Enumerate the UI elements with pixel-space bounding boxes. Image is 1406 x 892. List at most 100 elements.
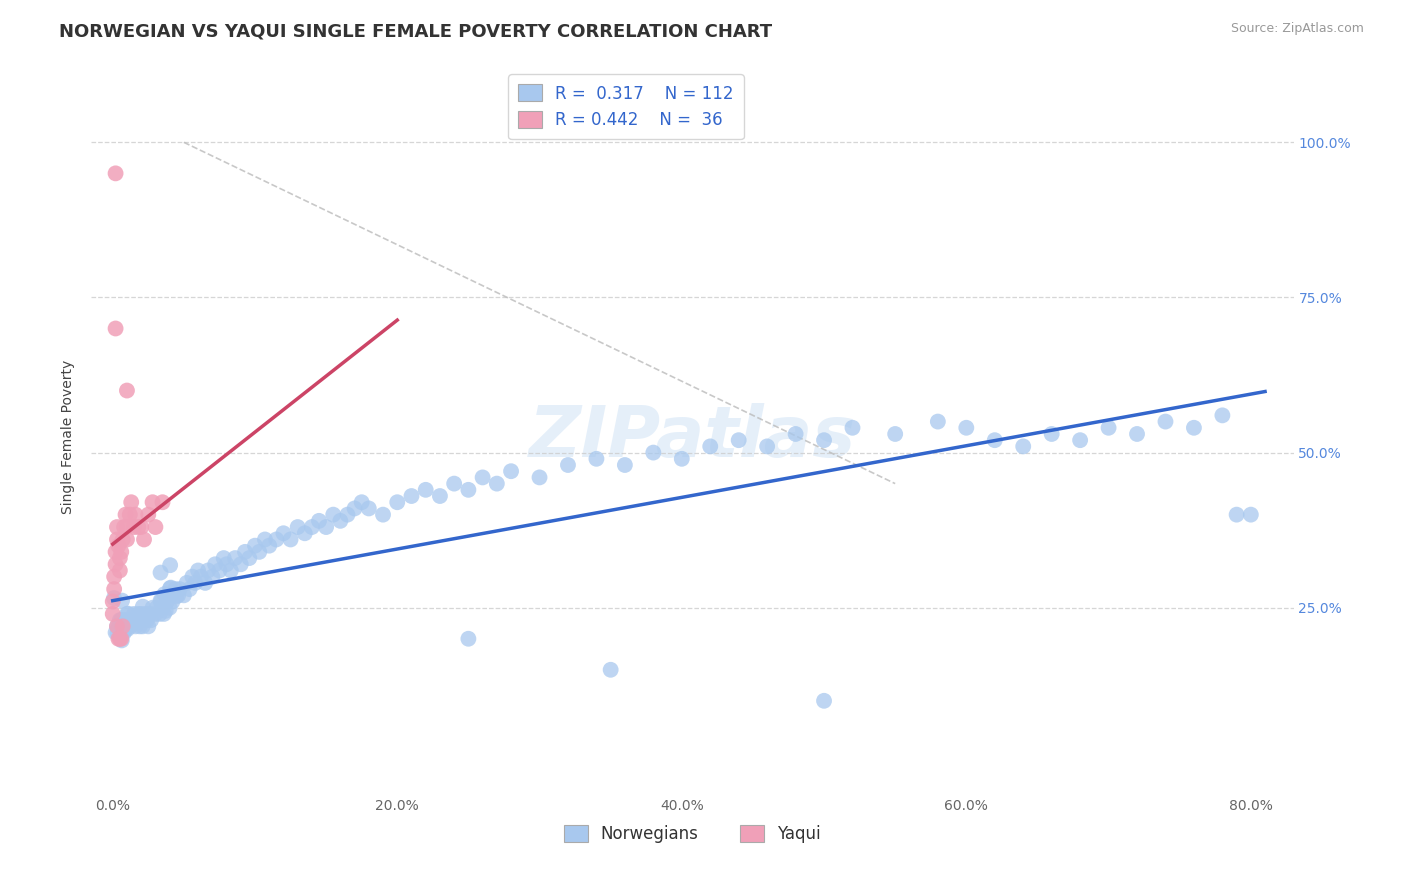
- Point: [671, 451, 693, 466]
- Point: [111, 533, 134, 547]
- Point: [190, 570, 212, 584]
- Point: [841, 421, 863, 435]
- Point: [169, 582, 191, 596]
- Point: [150, 594, 173, 608]
- Point: [108, 620, 131, 634]
- Point: [212, 551, 235, 566]
- Point: [149, 566, 172, 580]
- Point: [129, 607, 152, 621]
- Point: [107, 632, 129, 646]
- Point: [184, 575, 207, 590]
- Point: [529, 470, 551, 484]
- Point: [152, 600, 174, 615]
- Point: [127, 520, 149, 534]
- Point: [162, 594, 184, 608]
- Point: [336, 508, 359, 522]
- Point: [322, 508, 344, 522]
- Point: [253, 533, 276, 547]
- Point: [115, 613, 138, 627]
- Point: [613, 458, 636, 472]
- Point: [105, 619, 128, 633]
- Point: [101, 594, 124, 608]
- Point: [557, 458, 579, 472]
- Point: [149, 593, 172, 607]
- Point: [108, 551, 131, 566]
- Point: [101, 607, 124, 621]
- Point: [103, 570, 125, 584]
- Point: [152, 495, 174, 509]
- Point: [153, 607, 176, 621]
- Point: [1182, 421, 1205, 435]
- Point: [120, 495, 142, 509]
- Point: [122, 607, 145, 621]
- Point: [1012, 439, 1035, 453]
- Point: [429, 489, 451, 503]
- Point: [443, 476, 465, 491]
- Point: [129, 613, 152, 627]
- Point: [599, 663, 621, 677]
- Point: [111, 619, 134, 633]
- Point: [1097, 421, 1119, 435]
- Point: [105, 533, 128, 547]
- Point: [156, 594, 179, 608]
- Point: [142, 495, 165, 509]
- Point: [104, 321, 127, 335]
- Point: [315, 520, 337, 534]
- Point: [215, 558, 238, 572]
- Point: [301, 520, 323, 534]
- Point: [114, 508, 136, 522]
- Point: [117, 616, 139, 631]
- Point: [485, 476, 508, 491]
- Point: [107, 626, 129, 640]
- Point: [243, 539, 266, 553]
- Point: [415, 483, 437, 497]
- Point: [785, 427, 807, 442]
- Point: [280, 533, 302, 547]
- Point: [387, 495, 409, 509]
- Text: ZIPatlas: ZIPatlas: [529, 402, 856, 472]
- Point: [145, 520, 167, 534]
- Point: [104, 558, 127, 572]
- Point: [155, 604, 177, 618]
- Point: [257, 539, 280, 553]
- Text: NORWEGIAN VS YAQUI SINGLE FEMALE POVERTY CORRELATION CHART: NORWEGIAN VS YAQUI SINGLE FEMALE POVERTY…: [59, 22, 772, 40]
- Point: [401, 489, 423, 503]
- Point: [136, 508, 159, 522]
- Point: [204, 558, 226, 572]
- Point: [139, 613, 162, 627]
- Point: [471, 470, 494, 484]
- Point: [1226, 508, 1249, 522]
- Point: [129, 520, 152, 534]
- Point: [1040, 427, 1063, 442]
- Point: [128, 619, 150, 633]
- Point: [699, 439, 721, 453]
- Point: [146, 600, 169, 615]
- Point: [224, 551, 246, 566]
- Point: [294, 526, 316, 541]
- Point: [115, 533, 138, 547]
- Point: [103, 582, 125, 596]
- Point: [122, 520, 145, 534]
- Point: [142, 600, 165, 615]
- Y-axis label: Single Female Poverty: Single Female Poverty: [62, 360, 76, 514]
- Point: [132, 613, 155, 627]
- Point: [813, 694, 835, 708]
- Point: [173, 588, 195, 602]
- Point: [118, 508, 141, 522]
- Point: [138, 607, 160, 621]
- Point: [884, 427, 907, 442]
- Point: [308, 514, 330, 528]
- Point: [984, 433, 1007, 447]
- Point: [229, 558, 252, 572]
- Point: [159, 558, 181, 573]
- Point: [219, 564, 242, 578]
- Point: [108, 623, 131, 637]
- Point: [585, 451, 607, 466]
- Text: Source: ZipAtlas.com: Source: ZipAtlas.com: [1230, 22, 1364, 36]
- Point: [499, 464, 522, 478]
- Point: [197, 564, 219, 578]
- Point: [1240, 508, 1263, 522]
- Point: [457, 632, 479, 646]
- Point: [160, 588, 183, 602]
- Point: [120, 613, 142, 627]
